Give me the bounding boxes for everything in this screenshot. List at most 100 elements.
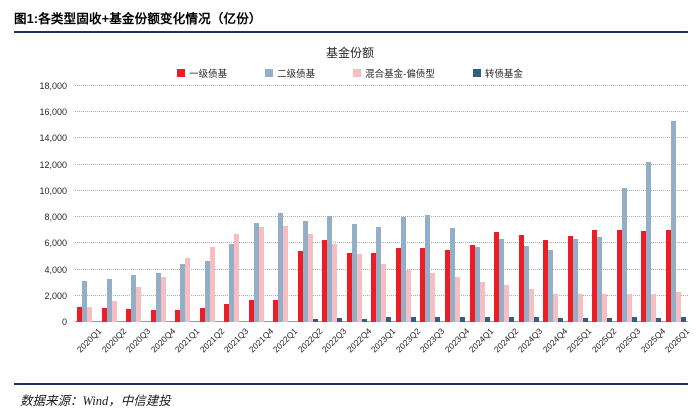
bar-混合基金-偏债型: [504, 285, 510, 322]
bar-二级债基: [400, 217, 406, 322]
bar-一级债基: [420, 248, 426, 322]
bar-group: 2025Q2: [590, 86, 618, 354]
bar-二级债基: [474, 246, 480, 322]
x-axis-label: 2023Q3: [418, 326, 447, 355]
bar-二级债基: [82, 280, 88, 322]
x-axis-label: 2025Q2: [589, 326, 619, 355]
x-axis-label: 2025Q3: [614, 326, 643, 355]
gridline: [75, 163, 688, 165]
bar-一级债基: [199, 307, 205, 322]
x-axis-label: 2021Q3: [221, 326, 251, 355]
bar-二级债基: [351, 223, 357, 322]
bar-group: 2024Q2: [492, 86, 520, 354]
gridline: [75, 137, 688, 139]
legend-label: 二级债基: [277, 69, 316, 80]
legend-item: 一级债基: [177, 66, 227, 80]
bar-转债基金: [484, 316, 490, 322]
chart-legend: 一级债基 二级债基 混合基金-偏债型 转债基金: [0, 66, 700, 80]
y-axis-label: 8,000: [44, 212, 67, 223]
bar-二级债基: [499, 239, 505, 322]
bar-group: 2024Q1: [467, 86, 496, 354]
y-axis-label: 16,000: [39, 107, 67, 118]
x-axis-label: 2024Q4: [540, 326, 570, 355]
legend-swatch-icon: [265, 69, 274, 77]
bar-一级债基: [224, 304, 230, 322]
x-axis-label: 2021Q1: [172, 326, 202, 355]
bar-一级债基: [297, 251, 303, 322]
bar-group: 2026Q1: [663, 86, 692, 354]
bar-group: 2023Q3: [418, 86, 447, 354]
x-axis-label: 2020Q2: [99, 326, 128, 355]
chart-title: 基金份额: [325, 46, 374, 60]
x-axis-label: 2023Q4: [442, 326, 472, 355]
gridline: [75, 242, 688, 244]
bar-二级债基: [597, 236, 603, 322]
bar-group: 2023Q4: [443, 86, 471, 354]
legend-swatch-icon: [353, 69, 362, 77]
bar-group: 2021Q1: [173, 86, 201, 354]
legend-swatch-icon: [472, 69, 481, 77]
y-axis-label: 12,000: [39, 159, 67, 170]
bar-一级债基: [175, 310, 181, 322]
bar-转债基金: [558, 318, 564, 322]
bar-转债基金: [312, 318, 318, 322]
bar-group: 2022Q3: [320, 86, 348, 354]
bar-二级债基: [376, 226, 382, 322]
bar-group: 2021Q3: [222, 86, 250, 354]
bar-一级债基: [543, 240, 549, 322]
x-axis-label: 2022Q3: [320, 326, 349, 355]
plot-area: 0 2,000 4,000 6,000 8,000 10,000 12,000 14,000 1…: [39, 81, 692, 354]
x-axis-label: 2024Q3: [516, 326, 545, 355]
bar-二级债基: [646, 162, 652, 322]
bar-二级债基: [229, 244, 235, 322]
bar-混合基金-偏债型: [283, 225, 289, 322]
bar-转债基金: [656, 318, 662, 322]
bar-一级债基: [444, 249, 450, 322]
bar-一级债基: [273, 299, 279, 322]
bar-混合基金-偏债型: [136, 287, 142, 322]
legend-swatch-icon: [177, 69, 186, 77]
bar-二级债基: [131, 274, 137, 322]
gridline: [75, 85, 688, 86]
bar-混合基金-偏债型: [602, 293, 608, 322]
bar-混合基金-偏债型: [332, 244, 338, 322]
bar-二级债基: [449, 228, 455, 322]
bar-混合基金-偏债型: [553, 293, 559, 322]
bar-一级债基: [77, 306, 83, 322]
bar-group: 2021Q2: [197, 86, 226, 354]
bar-group: 2022Q4: [345, 86, 373, 354]
footer-rule: [14, 383, 688, 385]
gridline: [75, 216, 688, 218]
bar-groups: 2020Q1 2020Q2 2020Q3 2020Q4 2021Q1 2021Q2 2021…: [75, 86, 692, 354]
x-axis-label: 2022Q1: [271, 326, 300, 355]
bar-二级债基: [572, 239, 578, 322]
bar-混合基金-偏债型: [87, 306, 93, 322]
bar-混合基金-偏债型: [234, 233, 240, 322]
x-axis-label: 2024Q1: [467, 326, 496, 355]
bar-group: 2022Q1: [271, 86, 299, 354]
header-rule: [14, 31, 688, 33]
y-axis-label: 10,000: [39, 185, 67, 196]
bar-混合基金-偏债型: [430, 273, 436, 322]
bar-一级债基: [346, 252, 352, 322]
bar-一级债基: [395, 247, 401, 322]
legend-label: 混合基金-偏债型: [365, 69, 435, 80]
legend-label: 一级债基: [189, 69, 228, 80]
bar-一级债基: [150, 310, 156, 322]
x-axis-label: 2025Q1: [565, 326, 594, 355]
bar-混合基金-偏债型: [258, 226, 264, 322]
bar-转债基金: [386, 317, 392, 322]
bar-一级债基: [248, 299, 254, 322]
y-axis-label: 14,000: [39, 133, 67, 144]
data-source: 数据来源：Wind，中信建投: [20, 394, 171, 408]
bar-混合基金-偏债型: [381, 263, 387, 322]
bar-二级债基: [302, 221, 308, 322]
legend-label: 转债基金: [484, 69, 523, 80]
bar-group: 2020Q4: [148, 86, 177, 354]
bar-混合基金-偏债型: [209, 247, 215, 322]
bar-group: 2023Q1: [369, 86, 398, 354]
bar-二级债基: [204, 260, 210, 322]
bar-转债基金: [435, 316, 441, 322]
legend-item: 二级债基: [265, 66, 315, 80]
bar-转债基金: [509, 317, 515, 322]
